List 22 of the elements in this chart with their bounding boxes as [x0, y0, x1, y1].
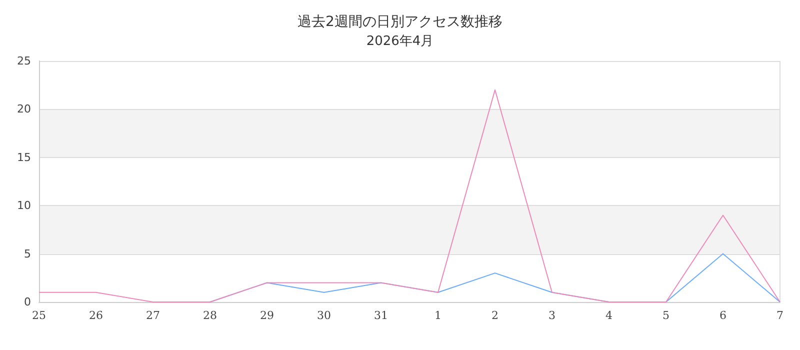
y-tick-label: 20 [17, 102, 31, 116]
chart-subtitle: 2026年4月 [366, 34, 434, 49]
x-tick-label: 31 [374, 309, 388, 322]
x-tick-label: 1 [434, 309, 442, 322]
x-tick-label: 2 [492, 309, 498, 322]
y-tick-label: 25 [17, 54, 31, 68]
y-tick-label: 10 [17, 199, 31, 212]
x-tick-label: 3 [548, 309, 556, 322]
y-tick-label: 5 [24, 247, 31, 260]
chart-title: 過去2週間の日別アクセス数推移 [298, 14, 502, 30]
x-tick-label: 29 [260, 309, 274, 322]
y-tick-label: 0 [24, 296, 31, 308]
x-tick-label: 4 [606, 309, 612, 322]
x-tick-label: 5 [662, 309, 670, 322]
x-tick-label: 26 [89, 309, 103, 322]
x-tick-label: 7 [776, 309, 784, 322]
x-tick-label: 27 [146, 309, 160, 322]
x-tick-label: 6 [720, 309, 726, 322]
x-tick-label: 25 [32, 309, 46, 322]
y-tick-label: 15 [17, 150, 31, 164]
x-tick-label: 30 [317, 309, 331, 322]
x-tick-label: 28 [203, 309, 217, 322]
